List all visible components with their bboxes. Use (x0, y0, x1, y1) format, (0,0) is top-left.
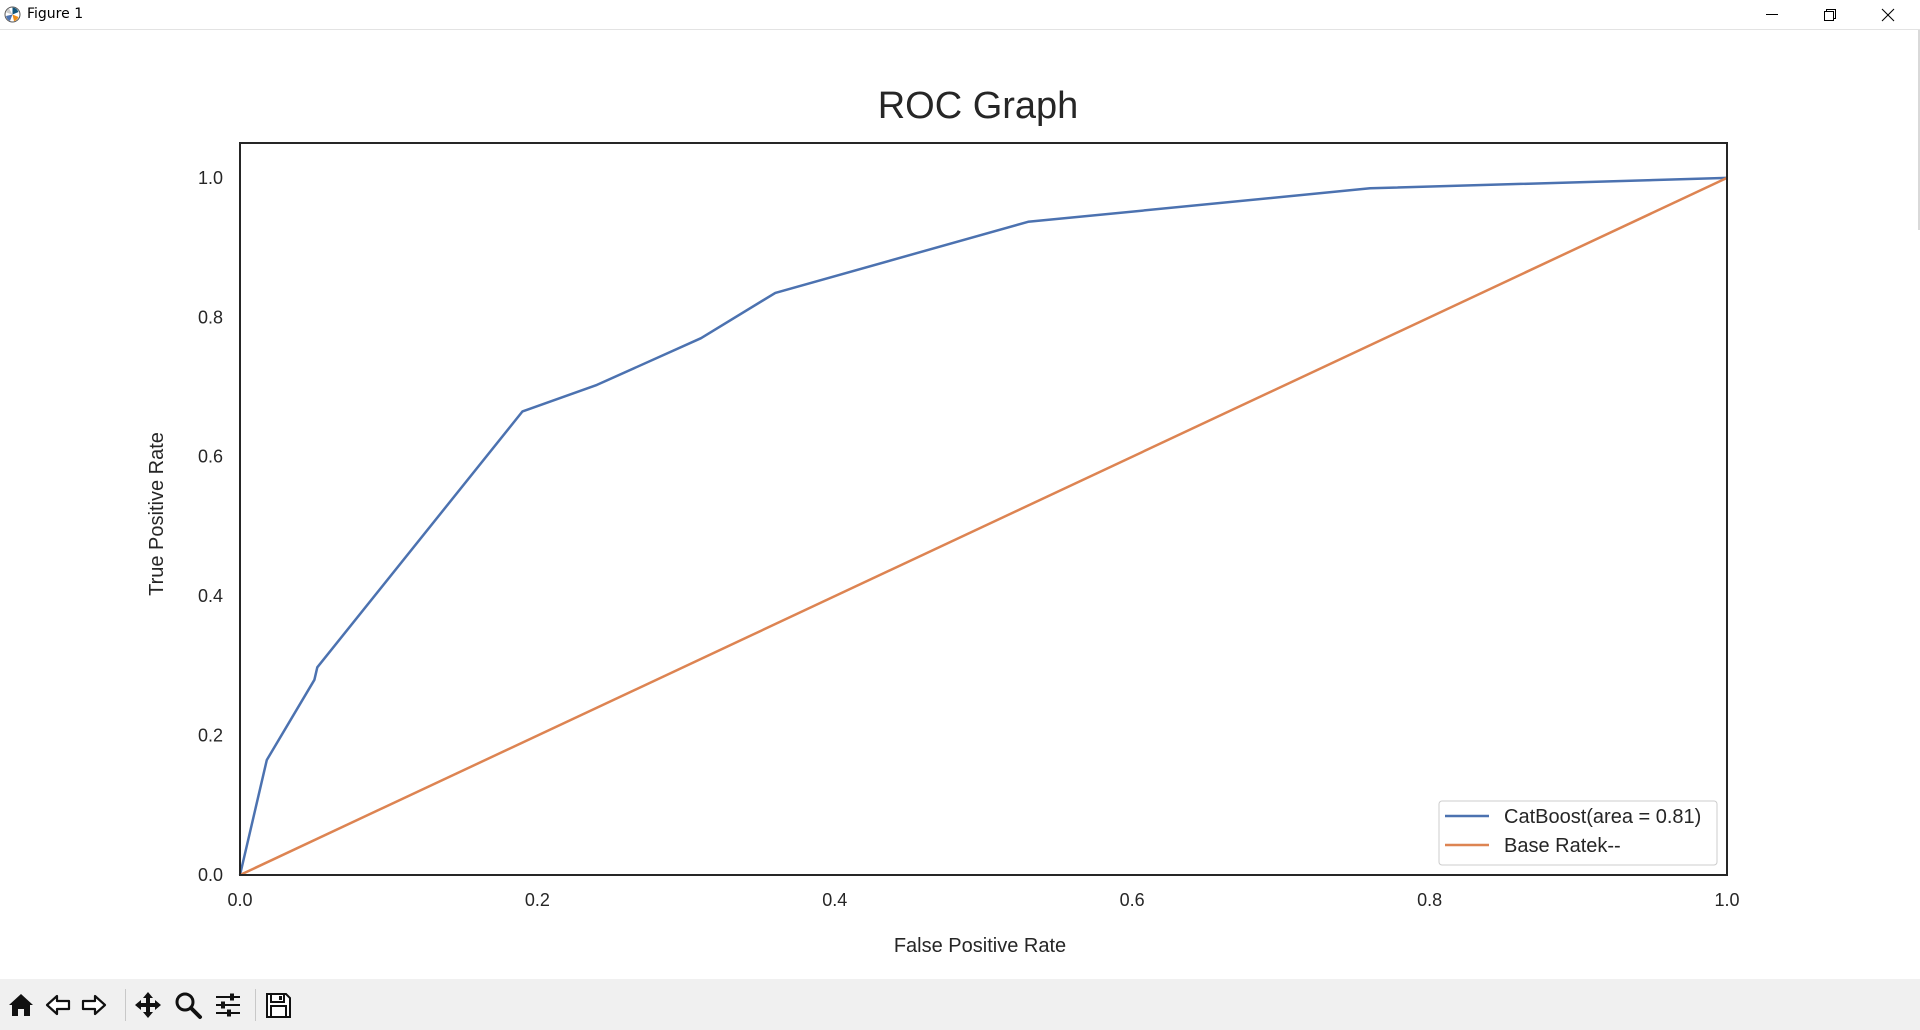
save-button[interactable] (261, 988, 295, 1022)
x-tick-label: 0.6 (1120, 890, 1145, 910)
configure-subplots-icon (216, 993, 240, 1017)
close-icon (1881, 8, 1895, 22)
minimize-icon (1766, 14, 1778, 15)
back-button[interactable] (41, 988, 75, 1022)
y-tick-label: 0.0 (198, 865, 223, 885)
forward-arrow-icon (81, 994, 107, 1016)
zoom-button[interactable] (171, 988, 205, 1022)
legend-label-catboost: CatBoost(area = 0.81) (1504, 806, 1701, 828)
x-tick-label: 0.2 (525, 890, 550, 910)
y-tick-label: 0.6 (198, 447, 223, 467)
matplotlib-logo-icon (4, 6, 21, 23)
zoom-icon (175, 992, 202, 1019)
legend-label-base-rate: Base Ratek-- (1504, 835, 1621, 857)
y-tick-label: 0.8 (198, 307, 223, 327)
x-tick-label: 1.0 (1714, 890, 1739, 910)
legend-box (1438, 800, 1718, 866)
roc-chart: ROC Graph 0.0 0.2 0.4 0.6 0.8 1.0 0.0 0.2 0.4 0.… (146, 85, 1740, 957)
window-title: Figure 1 (27, 6, 84, 22)
y-tick-label: 0.2 (198, 726, 223, 746)
y-tick-label: 0.4 (198, 586, 223, 606)
minimize-button[interactable] (1744, 0, 1800, 29)
restore-icon (1824, 9, 1836, 21)
plot-frame (239, 142, 1728, 876)
series-line-catboost (238, 176, 1728, 876)
x-tick-label: 0.4 (822, 890, 847, 910)
y-tick-label: 1.0 (198, 168, 223, 188)
pan-icon (135, 992, 161, 1018)
chart-title: ROC Graph (878, 85, 1079, 127)
pan-button[interactable] (131, 988, 165, 1022)
configure-subplots-button[interactable] (211, 988, 245, 1022)
window-titlebar: Figure 1 (0, 0, 1920, 30)
toolbar-separator (125, 989, 126, 1021)
toolbar-separator (255, 989, 256, 1021)
legend: CatBoost(area = 0.81) Base Ratek-- (1438, 800, 1718, 866)
home-button[interactable] (4, 988, 38, 1022)
back-arrow-icon (45, 994, 71, 1016)
home-icon (9, 994, 33, 1016)
restore-button[interactable] (1802, 0, 1858, 29)
x-axis-label: False Positive Rate (894, 935, 1066, 957)
figure-canvas[interactable]: ROC Graph 0.0 0.2 0.4 0.6 0.8 1.0 0.0 0.2 0.4 0.… (0, 30, 1920, 979)
navigation-toolbar (0, 979, 1920, 1030)
close-button[interactable] (1860, 0, 1916, 29)
y-axis-label: True Positive Rate (146, 432, 168, 596)
x-tick-label: 0.0 (227, 890, 252, 910)
x-tick-label: 0.8 (1417, 890, 1442, 910)
forward-button[interactable] (77, 988, 111, 1022)
figure-edge (1918, 30, 1920, 230)
save-icon (266, 993, 291, 1018)
series-line-base-rate (239, 176, 1728, 877)
